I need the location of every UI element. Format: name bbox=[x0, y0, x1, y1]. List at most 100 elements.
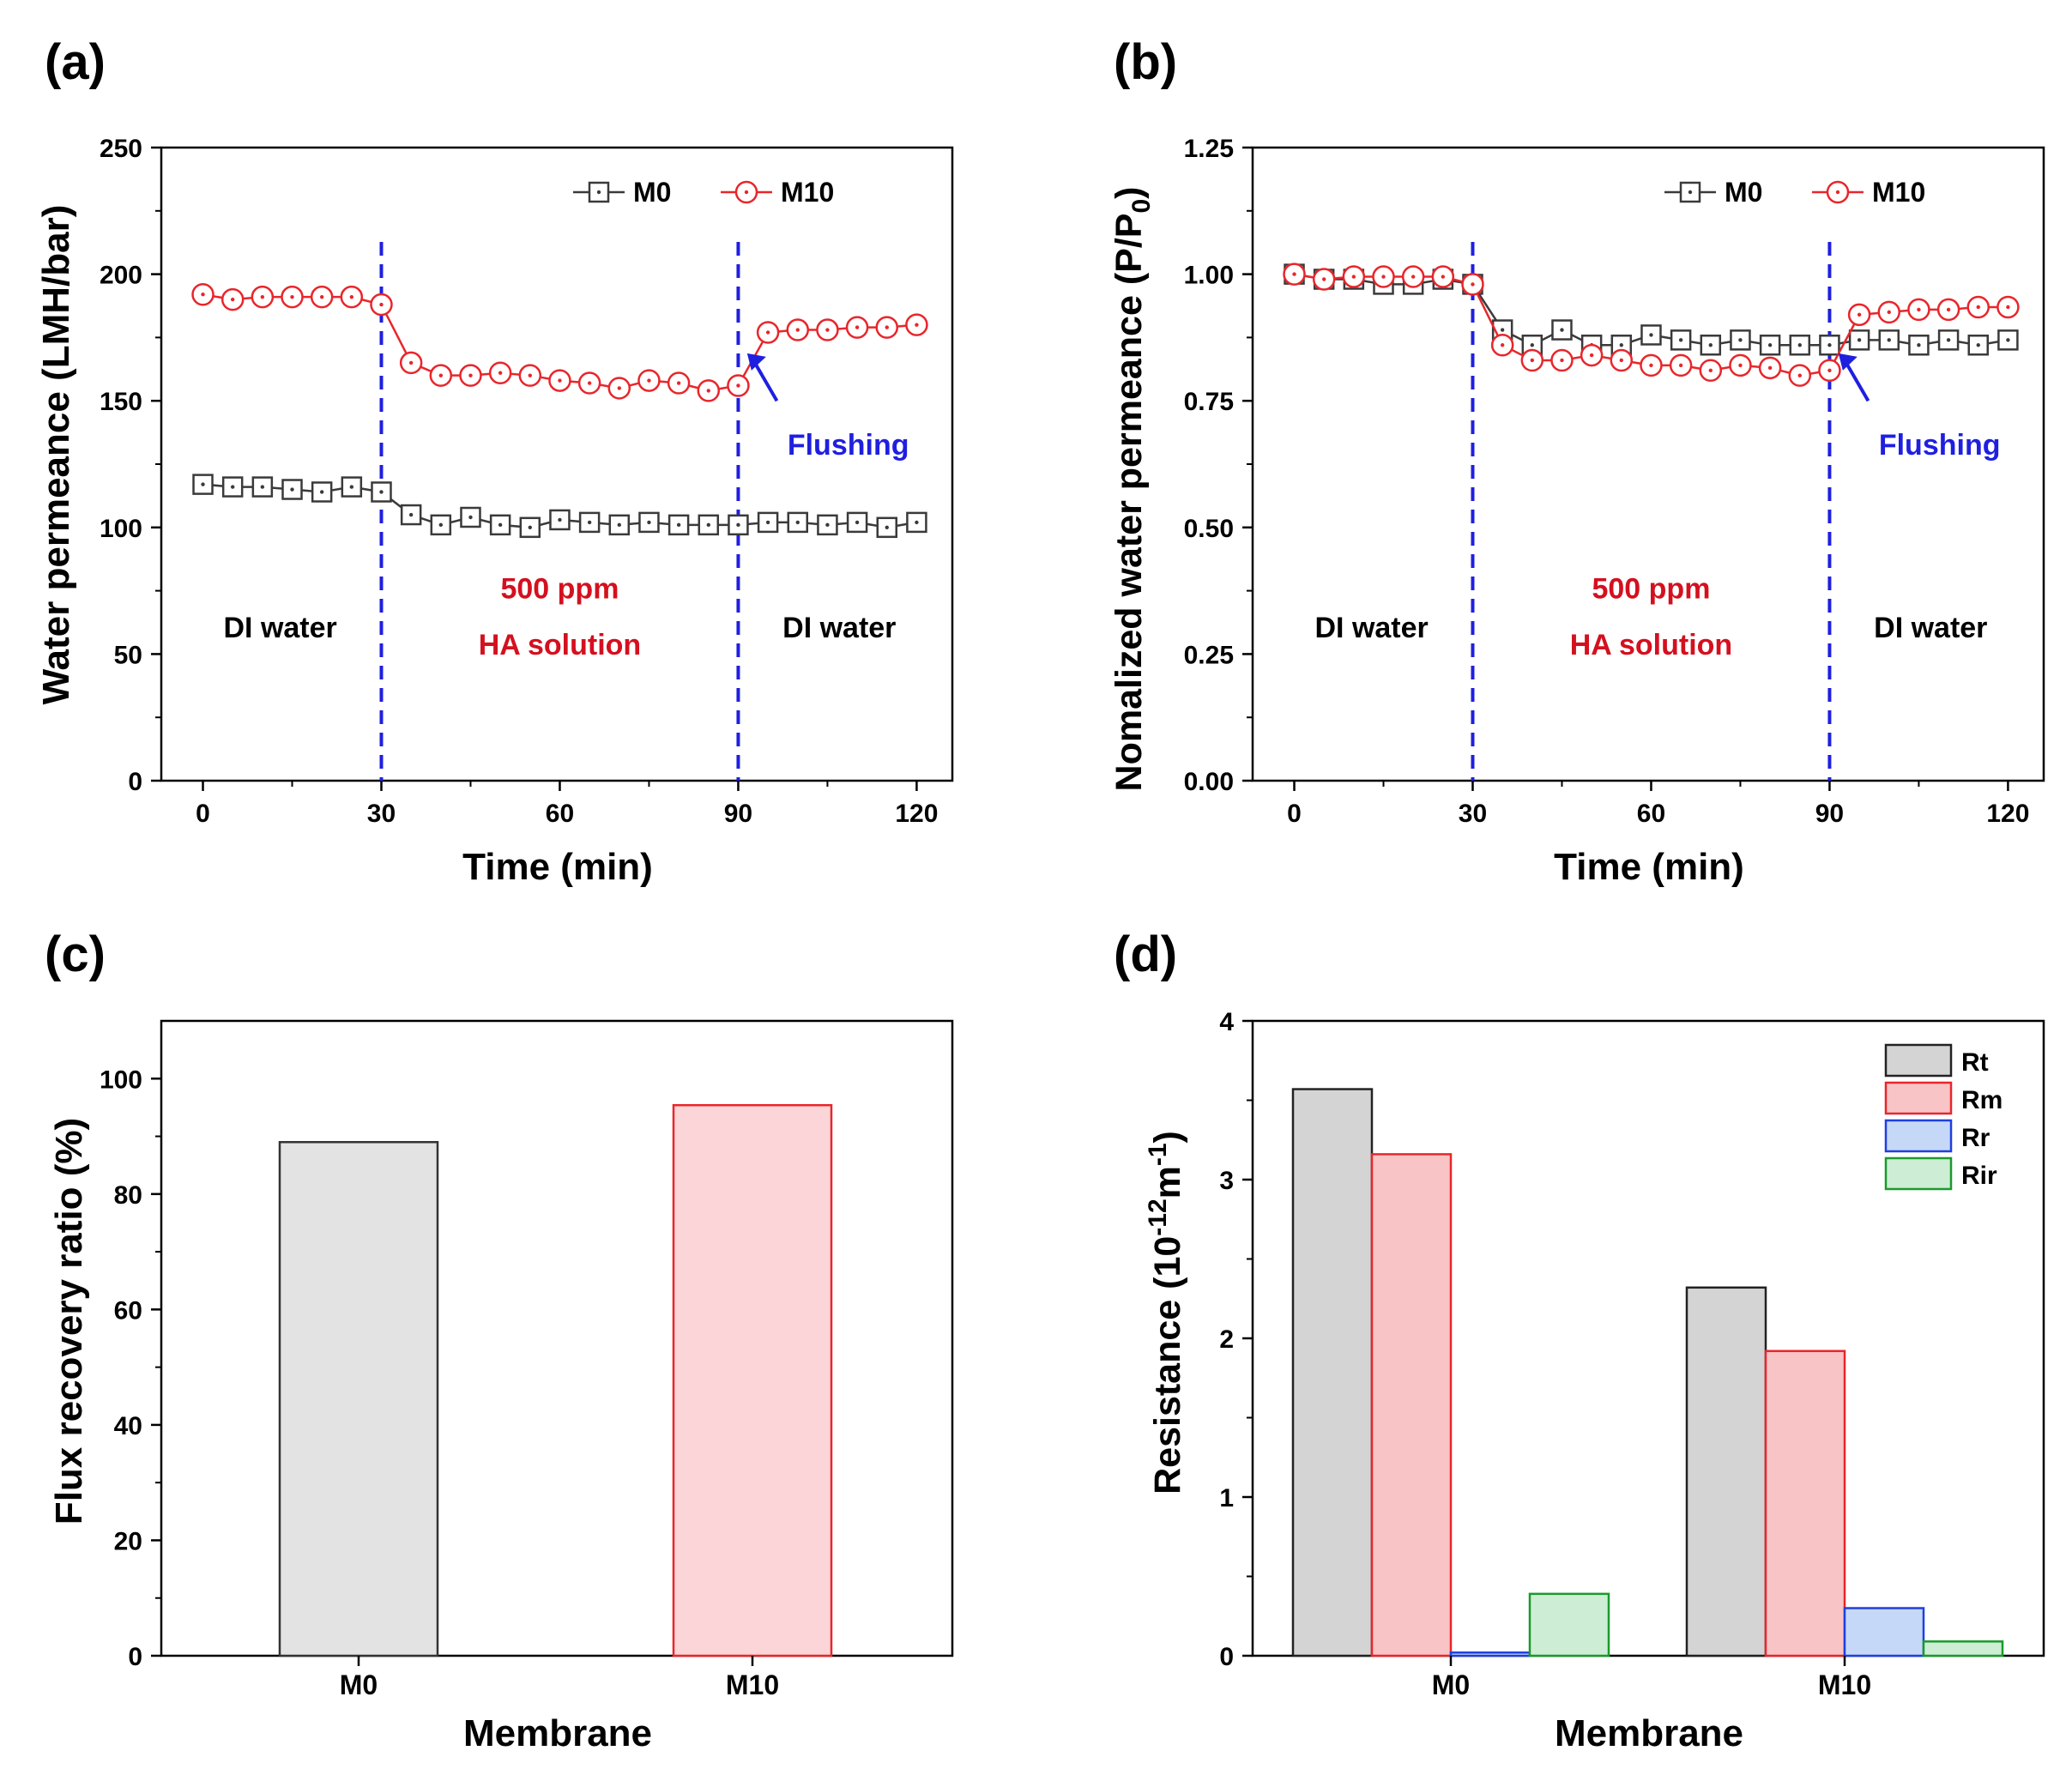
data-point-center bbox=[379, 302, 384, 307]
data-point-center bbox=[1500, 343, 1505, 347]
x-tick-label: M0 bbox=[340, 1669, 378, 1700]
y-tick-label: 100 bbox=[100, 1066, 142, 1094]
data-point-center bbox=[706, 522, 710, 528]
data-point-center bbox=[468, 373, 473, 377]
panel-d-ylabel: Resistance (10-12m-1) bbox=[1144, 1131, 1188, 1494]
legend-label-M10: M10 bbox=[781, 177, 834, 208]
legend-swatch-Rm bbox=[1884, 1081, 1953, 1115]
data-point-center bbox=[260, 485, 265, 489]
data-point-center bbox=[825, 328, 830, 332]
data-point-center bbox=[676, 381, 681, 385]
data-point-center bbox=[1678, 338, 1683, 342]
data-point-center bbox=[230, 297, 235, 302]
data-point-center bbox=[915, 520, 919, 525]
data-point-center bbox=[765, 520, 770, 525]
data-point-center bbox=[1827, 368, 1832, 372]
data-point-center bbox=[558, 517, 562, 522]
flushing-arrow-head bbox=[746, 353, 766, 371]
data-point-center bbox=[260, 294, 265, 299]
data-point-center bbox=[825, 522, 830, 528]
data-point-center bbox=[855, 520, 860, 525]
data-point-center bbox=[1530, 358, 1535, 363]
data-point-center bbox=[795, 328, 800, 332]
data-point-center bbox=[736, 383, 740, 388]
data-point-center bbox=[1797, 373, 1802, 377]
data-point-center bbox=[2006, 305, 2010, 310]
data-point-center bbox=[587, 520, 592, 525]
data-point-center bbox=[1738, 338, 1743, 342]
data-point-center bbox=[290, 294, 294, 299]
data-point-center bbox=[1589, 353, 1594, 358]
data-point-center bbox=[885, 525, 889, 529]
data-point-center bbox=[617, 386, 621, 390]
panel-b: (b) 0 30 60 90 120 0.00 0.25 0.50 0.75 1.00 1.25 M0… bbox=[1108, 34, 2045, 888]
x-tick-label: 60 bbox=[546, 800, 574, 828]
data-point-center bbox=[1441, 275, 1446, 279]
data-point-center bbox=[1917, 343, 1921, 347]
bar-M10-Rm bbox=[1764, 1349, 1846, 1657]
data-point-center bbox=[230, 485, 235, 489]
data-point-center bbox=[1381, 275, 1386, 279]
data-point-center bbox=[855, 325, 860, 329]
y-tick-label: 150 bbox=[100, 388, 142, 416]
y-tick-label: 4 bbox=[1219, 1008, 1234, 1036]
annotation-ha-line2: HA solution bbox=[479, 629, 642, 661]
flushing-arrow-head bbox=[1838, 353, 1858, 371]
data-point-center bbox=[1857, 312, 1862, 317]
x-tick-label: 0 bbox=[1287, 800, 1302, 828]
data-point-center bbox=[290, 487, 294, 492]
data-point-center bbox=[1946, 307, 1951, 312]
x-tick-label: M10 bbox=[726, 1669, 779, 1700]
data-point-center bbox=[1887, 338, 1891, 342]
bar-M10-Rir bbox=[1922, 1640, 2004, 1657]
data-point-center bbox=[408, 512, 414, 517]
x-tick-label: 90 bbox=[1815, 800, 1844, 828]
y-tick-label: 0.75 bbox=[1184, 388, 1234, 416]
y-tick-label: 20 bbox=[114, 1527, 142, 1555]
annotation-di-water-left: DI water bbox=[224, 612, 337, 644]
annotation-ha-line1: 500 ppm bbox=[500, 572, 619, 605]
panel-b-xlabel: Time (min) bbox=[1554, 846, 1744, 888]
data-point-center bbox=[1708, 343, 1713, 347]
x-tick-label: 0 bbox=[196, 800, 210, 828]
bar-M10 bbox=[672, 1103, 833, 1657]
data-point-center bbox=[617, 522, 621, 528]
y-tick-label: 80 bbox=[114, 1181, 142, 1210]
y-tick-label: 0 bbox=[128, 1643, 142, 1671]
data-point-center bbox=[1471, 282, 1475, 287]
x-tick-label: 30 bbox=[1459, 800, 1487, 828]
x-tick-label: 120 bbox=[1986, 800, 2029, 828]
annotation-ha-line1: 500 ppm bbox=[1592, 572, 1710, 605]
legend-label-Rm: Rm bbox=[1961, 1086, 2003, 1114]
y-tick-label: 0.00 bbox=[1184, 768, 1234, 796]
data-point-center bbox=[1321, 277, 1326, 281]
data-point-center bbox=[1887, 310, 1891, 315]
data-point-center bbox=[1797, 343, 1802, 347]
legend-label-M0: M0 bbox=[1725, 177, 1762, 208]
y-tick-label: 1.00 bbox=[1184, 262, 1234, 290]
bar-M0 bbox=[278, 1141, 439, 1657]
y-tick-label: 1.25 bbox=[1184, 135, 1234, 163]
legend-swatch-Rr bbox=[1884, 1119, 1953, 1153]
panel-b-plot-area: 0 30 60 90 120 0.00 0.25 0.50 0.75 1.00 1.25 M0 M10 D… bbox=[1184, 135, 2045, 828]
y-tick-label: 0 bbox=[1219, 1643, 1234, 1671]
y-tick-label: 60 bbox=[114, 1296, 142, 1325]
legend-swatch-Rir bbox=[1884, 1156, 1953, 1191]
panel-c-label: (c) bbox=[45, 927, 106, 982]
y-tick-label: 50 bbox=[114, 641, 142, 669]
y-tick-label: 2 bbox=[1219, 1325, 1234, 1354]
legend-marker-center bbox=[596, 190, 601, 195]
panel-a: (a) 0 30 60 90 120 0 50 100 150 200 250 M0 M10 DI wat… bbox=[35, 34, 954, 888]
data-point-center bbox=[885, 325, 889, 329]
data-point-center bbox=[1767, 365, 1773, 371]
y-tick-label: 250 bbox=[100, 135, 142, 163]
data-point-center bbox=[498, 371, 503, 375]
x-tick-label: 90 bbox=[724, 800, 752, 828]
x-tick-label: 30 bbox=[367, 800, 396, 828]
annotation-di-water-right: DI water bbox=[782, 612, 896, 644]
data-point-center bbox=[2006, 338, 2010, 342]
data-point-center bbox=[1619, 343, 1624, 347]
panel-a-label: (a) bbox=[45, 34, 106, 90]
data-point-center bbox=[1530, 343, 1535, 347]
